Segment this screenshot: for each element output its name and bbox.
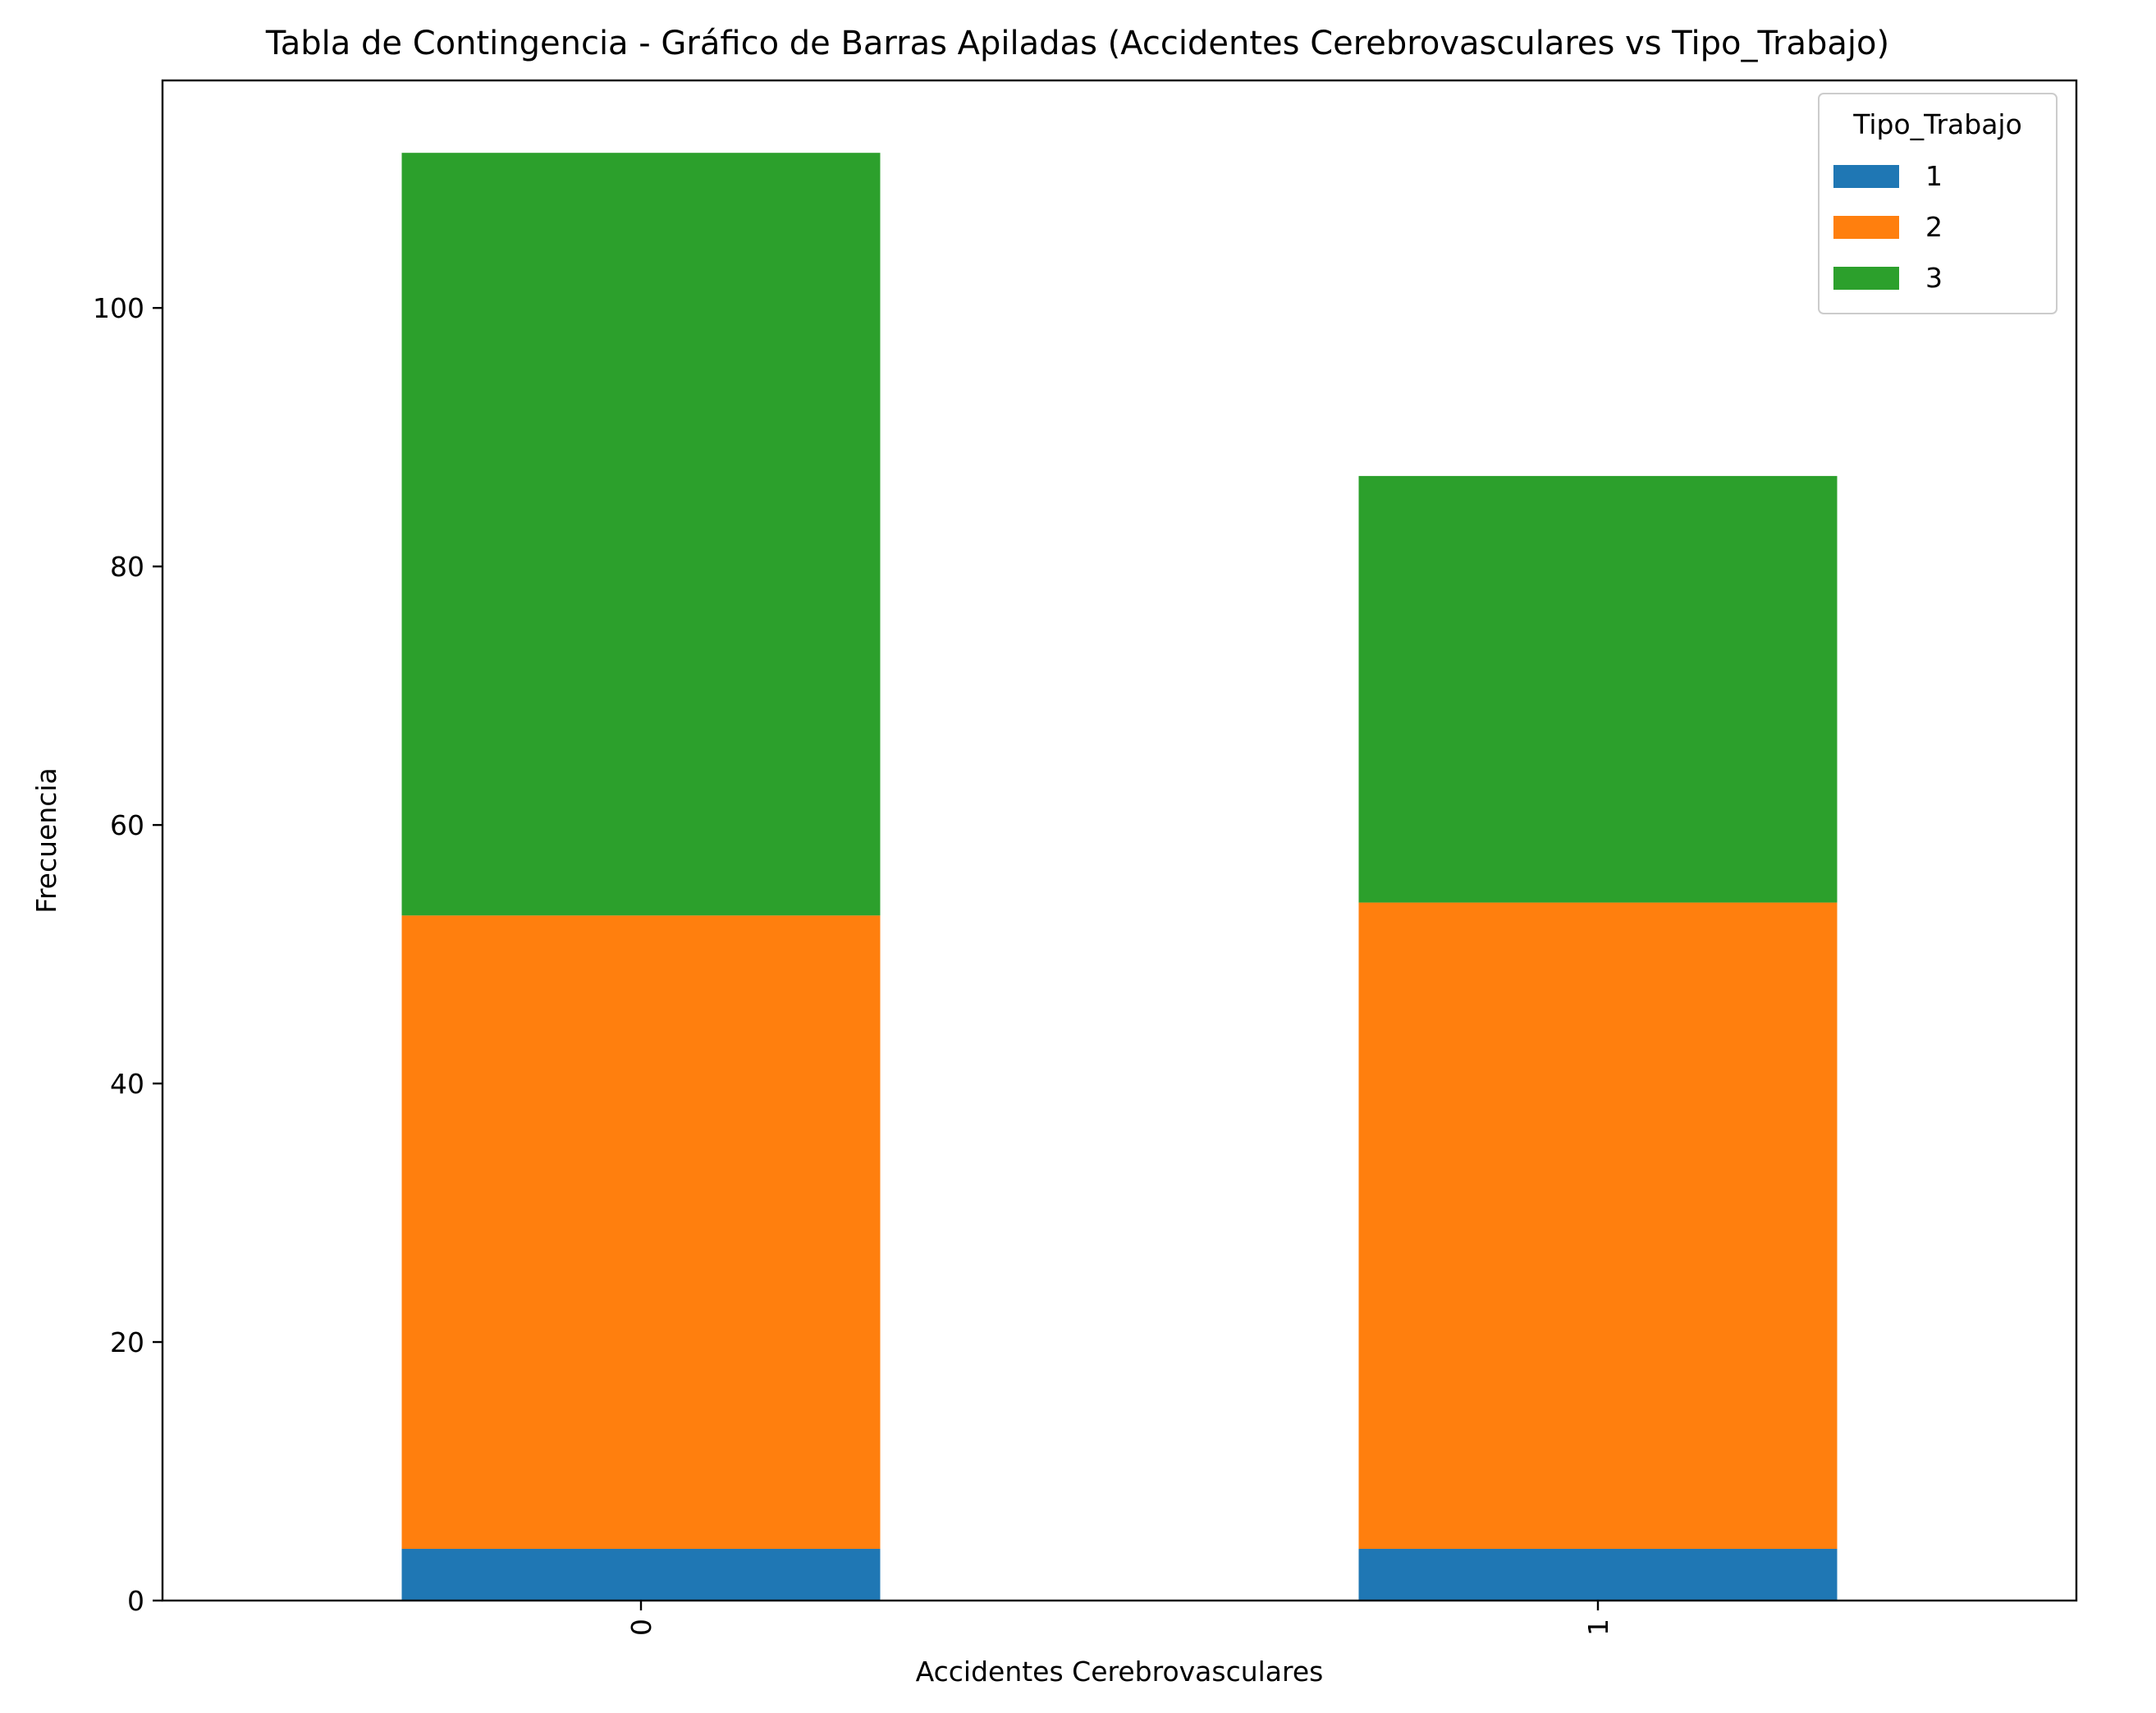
x-tick-label: 0 xyxy=(625,1619,657,1636)
legend-swatch-2 xyxy=(1833,216,1899,239)
y-tick-label: 60 xyxy=(110,809,144,841)
legend-label-3: 3 xyxy=(1925,262,1943,294)
y-tick-label: 40 xyxy=(110,1068,144,1100)
y-tick-label: 0 xyxy=(127,1585,144,1617)
bar-cat0-series1 xyxy=(401,1549,881,1601)
legend-label-1: 1 xyxy=(1925,160,1943,192)
bar-cat1-series1 xyxy=(1358,1549,1838,1601)
legend-entries: 1 2 3 xyxy=(1833,160,1943,294)
plot-frame xyxy=(161,79,2078,1602)
chart-title: Tabla de Contingencia - Gráfico de Barra… xyxy=(265,25,1889,62)
bar-cat0-series2 xyxy=(401,915,881,1550)
legend-swatch-3 xyxy=(1833,267,1899,290)
y-tick-label: 20 xyxy=(110,1326,144,1358)
y-tick-label: 100 xyxy=(93,292,144,324)
legend-label-2: 2 xyxy=(1925,211,1943,243)
x-axis-label: Accidentes Cerebrovasculares xyxy=(916,1656,1324,1688)
legend-swatch-1 xyxy=(1833,165,1899,188)
bars-layer xyxy=(401,153,1838,1601)
bar-cat0-series3 xyxy=(401,153,881,916)
y-axis: 0 20 40 60 80 100 xyxy=(93,292,163,1617)
y-axis-label: Frecuencia xyxy=(30,767,62,914)
x-tick-label: 1 xyxy=(1582,1619,1614,1636)
legend-frame xyxy=(1818,93,2058,314)
bar-cat1-series2 xyxy=(1358,902,1838,1550)
y-tick-label: 80 xyxy=(110,551,144,583)
bar-cat1-series3 xyxy=(1358,475,1838,903)
legend: Tipo_Trabajo 1 2 3 xyxy=(1818,93,2058,314)
legend-title: Tipo_Trabajo xyxy=(1852,108,2022,140)
